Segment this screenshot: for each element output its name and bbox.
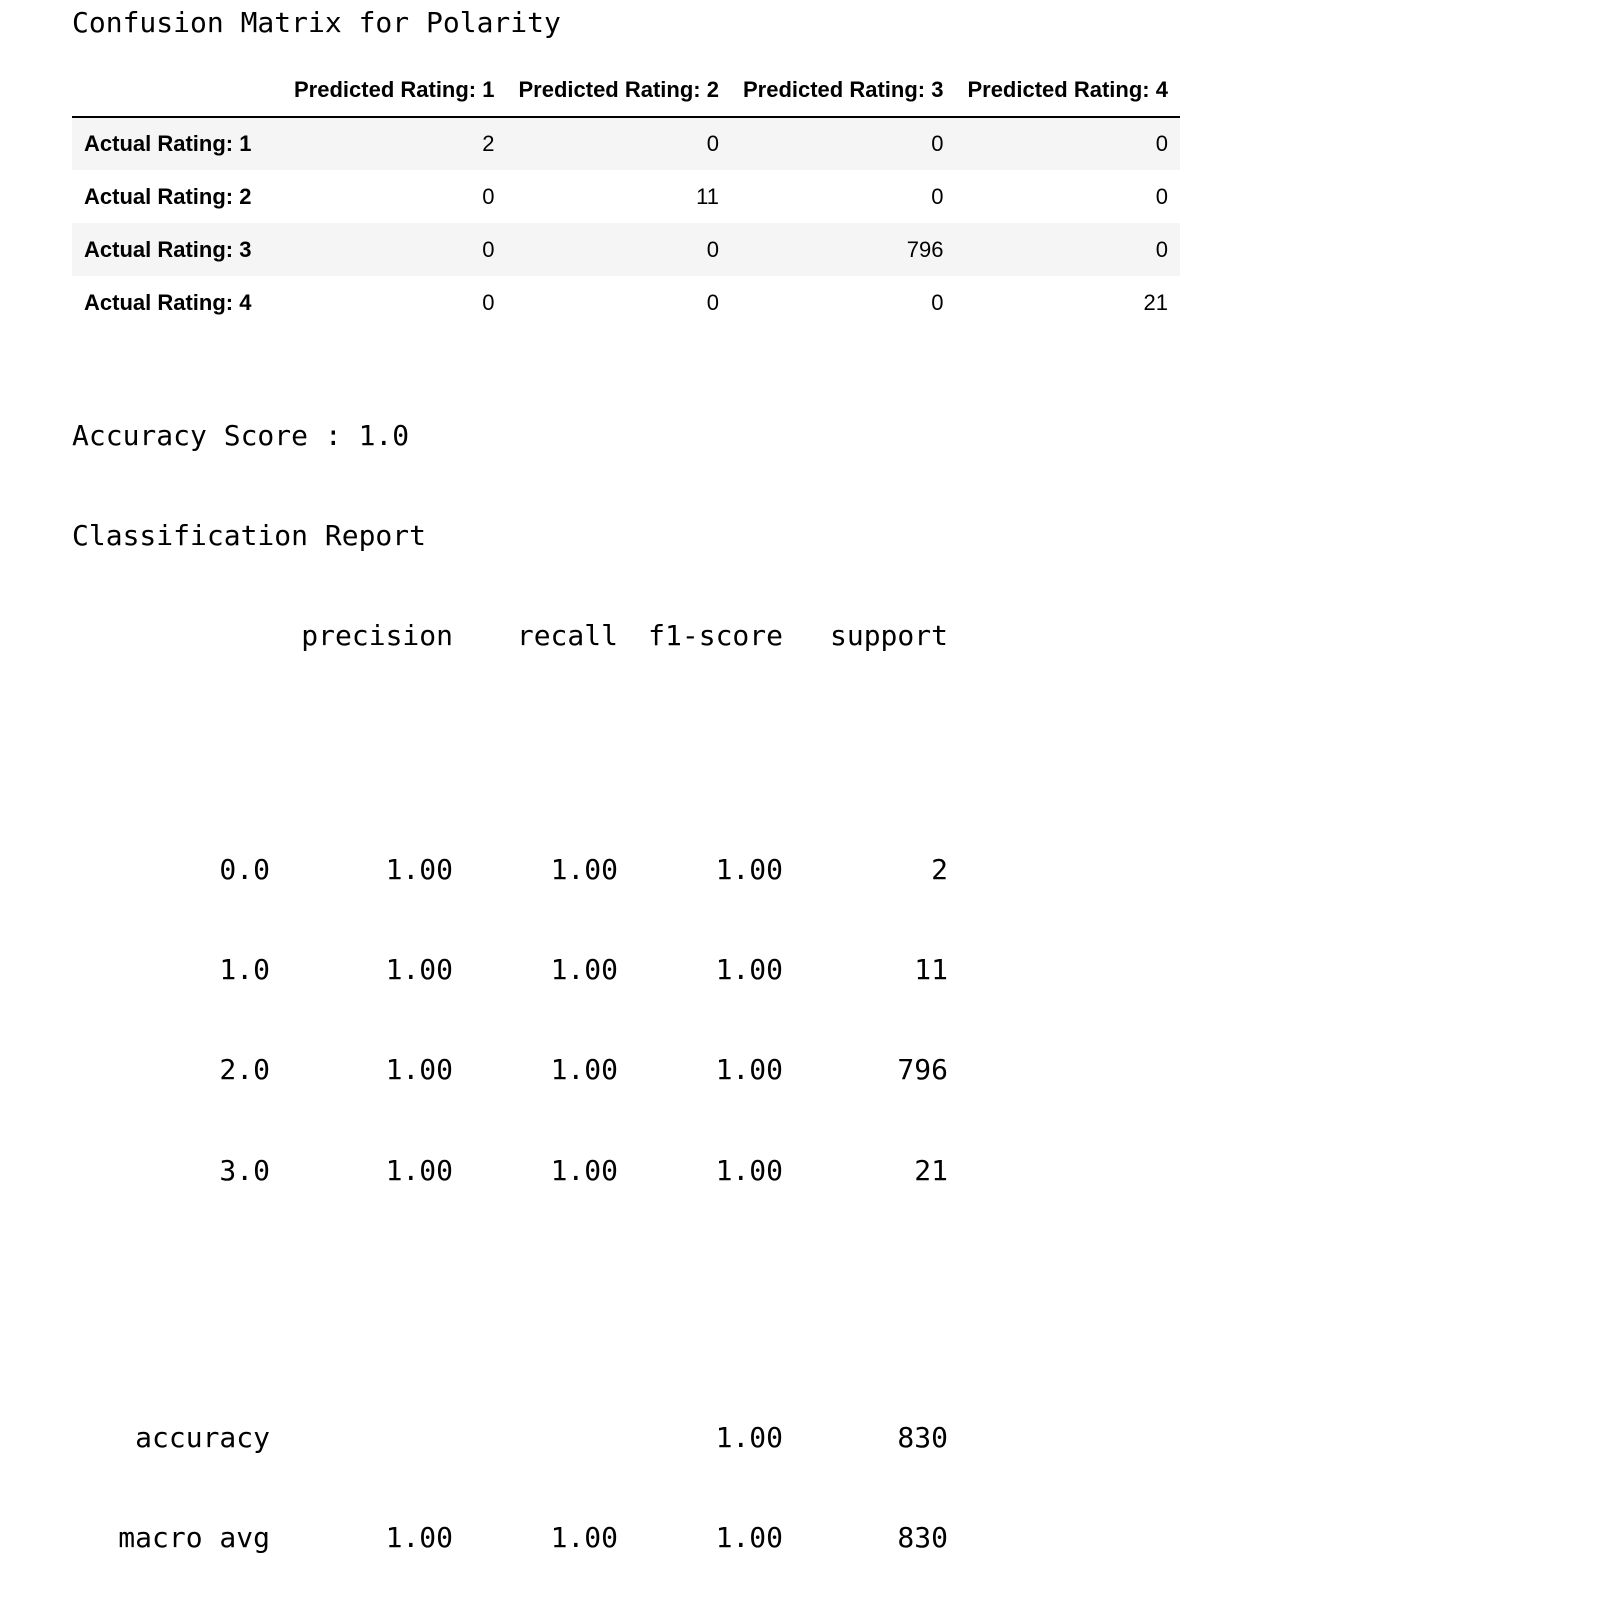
report-row-label: 0.0: [219, 853, 270, 887]
row-header: Actual Rating: 3: [84, 236, 252, 262]
report-cell: 1.00: [715, 1153, 783, 1187]
column-header: Predicted Rating: 1: [282, 64, 507, 118]
report-cell: 11: [914, 953, 948, 987]
report-column-header: support: [829, 619, 948, 653]
report-row: 3.0 1.00 1.00 1.00 21: [72, 1154, 948, 1187]
column-header: Predicted Rating: 4: [955, 64, 1180, 118]
row-header: Actual Rating: 4: [84, 289, 252, 315]
report-cell: 2: [931, 853, 948, 887]
table-cell: 0: [931, 131, 944, 156]
table-cell: 0: [931, 289, 944, 315]
report-cell: 21: [914, 1153, 948, 1187]
row-header: Actual Rating: 2: [84, 183, 252, 209]
report-row: 2.0 1.00 1.00 1.00 796: [72, 1053, 948, 1086]
report-cell: 1.00: [550, 1521, 618, 1555]
classification-report: Accuracy Score : 1.0 Classification Repo…: [72, 352, 948, 1620]
table-header-row: Predicted Rating: 1 Predicted Rating: 2 …: [72, 64, 1180, 118]
report-cell: 1.00: [385, 1153, 453, 1187]
table-cell: 11: [696, 183, 719, 209]
table-cell: 0: [482, 236, 495, 262]
report-row-label: 1.0: [219, 953, 270, 987]
report-cell: 1.00: [715, 953, 783, 987]
report-cell: 830: [897, 1521, 948, 1555]
report-column-header: precision: [301, 619, 453, 653]
table-cell: 21: [1143, 289, 1168, 315]
output-title: Confusion Matrix for Polarity: [72, 6, 561, 39]
report-row: 1.0 1.00 1.00 1.00 11: [72, 953, 948, 986]
table-cell: 0: [706, 236, 719, 262]
report-cell: 796: [897, 1053, 948, 1087]
table-cell: 0: [706, 131, 719, 156]
report-column-header: recall: [516, 619, 618, 653]
report-blank-line: [72, 719, 948, 752]
report-cell: 1.00: [550, 853, 618, 887]
report-cell: 1.00: [385, 1521, 453, 1555]
table-cell: 0: [1155, 236, 1168, 262]
table-cell: 0: [706, 289, 719, 315]
report-cell: 1.00: [715, 853, 783, 887]
report-summary-row: macro avg 1.00 1.00 1.00 830: [72, 1521, 948, 1554]
table-cell: 2: [482, 131, 495, 156]
report-row-label: macro avg: [118, 1521, 270, 1555]
table-row: Actual Rating: 3 0 0 796 0: [72, 223, 1180, 276]
report-cell: 1.00: [385, 953, 453, 987]
report-cell: 1.00: [715, 1053, 783, 1087]
table-corner-cell: [72, 64, 282, 118]
column-header: Predicted Rating: 2: [506, 64, 731, 118]
table-row: Actual Rating: 1 2 0 0 0: [72, 117, 1180, 170]
report-cell: 1.00: [715, 1521, 783, 1555]
confusion-matrix-table: Predicted Rating: 1 Predicted Rating: 2 …: [72, 64, 1180, 329]
report-heading: Classification Report: [72, 519, 427, 553]
report-cell: 830: [897, 1420, 948, 1454]
report-cell: 1.00: [550, 953, 618, 987]
report-cell: 1.00: [385, 853, 453, 887]
table-cell: 0: [1155, 183, 1168, 209]
report-summary-row: accuracy 1.00 830: [72, 1421, 948, 1454]
report-header-row: precision recall f1-score support: [72, 619, 948, 652]
report-row-label: 2.0: [219, 1053, 270, 1087]
report-blank-line: [72, 1287, 948, 1320]
table-cell: 0: [482, 183, 495, 209]
report-cell: 1.00: [550, 1153, 618, 1187]
column-header: Predicted Rating: 3: [730, 64, 956, 118]
table-row: Actual Rating: 2 0 11 0 0: [72, 170, 1180, 223]
table-cell: 0: [931, 183, 944, 209]
report-cell: 1.00: [550, 1053, 618, 1087]
report-row: 0.0 1.00 1.00 1.00 2: [72, 853, 948, 886]
report-row-label: accuracy: [135, 1420, 270, 1454]
table-row: Actual Rating: 4 0 0 0 21: [72, 276, 1180, 329]
report-row-label: 3.0: [219, 1153, 270, 1187]
accuracy-score-text: Accuracy Score : 1.0: [72, 418, 410, 452]
report-heading-line: Classification Report: [72, 519, 948, 552]
report-column-header: f1-score: [648, 619, 783, 653]
table-cell: 0: [482, 289, 495, 315]
table-cell: 796: [906, 236, 944, 262]
report-cell: 1.00: [385, 1053, 453, 1087]
accuracy-score-line: Accuracy Score : 1.0: [72, 419, 948, 452]
row-header: Actual Rating: 1: [84, 131, 252, 156]
report-cell: 1.00: [715, 1420, 783, 1454]
table-cell: 0: [1155, 131, 1168, 156]
